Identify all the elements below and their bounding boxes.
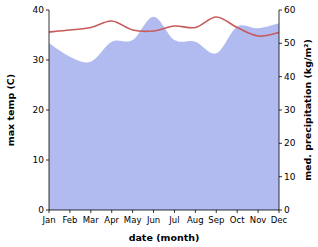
x-tick-label: Oct xyxy=(230,215,245,225)
y2-tick-label: 50 xyxy=(284,38,296,48)
y2-tick xyxy=(279,43,282,44)
y2-tick-label: 60 xyxy=(284,5,296,15)
y-tick xyxy=(46,60,49,61)
x-tick xyxy=(49,210,50,213)
x-tick-label: Feb xyxy=(62,215,77,225)
y-tick-label: 20 xyxy=(33,105,45,115)
x-tick xyxy=(69,210,70,213)
y-tick-label: 10 xyxy=(33,155,45,165)
y-tick-label: 30 xyxy=(33,55,45,65)
x-tick xyxy=(174,210,175,213)
y2-axis-label: med. precipitation (kg/m²) xyxy=(302,39,313,181)
x-axis xyxy=(49,210,279,211)
y2-tick xyxy=(279,10,282,11)
y-tick xyxy=(46,210,49,211)
temperature-line xyxy=(49,17,279,36)
x-tick-label: Dec xyxy=(271,215,288,225)
x-tick-label: Mar xyxy=(83,215,100,225)
x-tick-label: Sep xyxy=(208,215,224,225)
x-tick xyxy=(216,210,217,213)
x-tick xyxy=(258,210,259,213)
y-axis-label: max temp (C) xyxy=(5,74,16,146)
y2-tick xyxy=(279,76,282,77)
x-tick xyxy=(153,210,154,213)
plot-area xyxy=(49,17,279,210)
y2-tick xyxy=(279,143,282,144)
x-tick xyxy=(279,210,280,213)
precipitation-area xyxy=(49,17,279,210)
x-tick-label: May xyxy=(124,215,142,225)
y2-tick-label: 0 xyxy=(284,205,290,215)
y2-tick-label: 20 xyxy=(284,138,296,148)
x-tick xyxy=(195,210,196,213)
x-tick-label: Nov xyxy=(250,215,267,225)
y2-tick xyxy=(279,176,282,177)
y-tick-label: 40 xyxy=(33,5,45,15)
y-tick xyxy=(46,160,49,161)
x-tick xyxy=(111,210,112,213)
x-tick-label: Jul xyxy=(168,215,179,225)
x-axis-label: date (month) xyxy=(129,232,200,243)
y-tick xyxy=(46,10,49,11)
x-tick-label: Apr xyxy=(104,215,119,225)
x-tick xyxy=(237,210,238,213)
x-tick-label: Aug xyxy=(187,215,204,225)
y-tick xyxy=(46,110,49,111)
x-tick-label: Jan xyxy=(41,215,55,225)
y2-tick-label: 30 xyxy=(284,105,296,115)
x-tick-label: Jun xyxy=(146,215,160,225)
y2-tick-label: 40 xyxy=(284,72,296,82)
y-tick-label: 0 xyxy=(38,205,44,215)
chart: 0 10 20 30 40 0 10 20 30 40 50 60 Jan Feb Mar Apr May Jun… xyxy=(0,0,318,247)
y2-tick xyxy=(279,110,282,111)
x-tick xyxy=(90,210,91,213)
x-tick xyxy=(132,210,133,213)
y2-tick-label: 10 xyxy=(284,172,296,182)
y2-tick xyxy=(279,210,282,211)
